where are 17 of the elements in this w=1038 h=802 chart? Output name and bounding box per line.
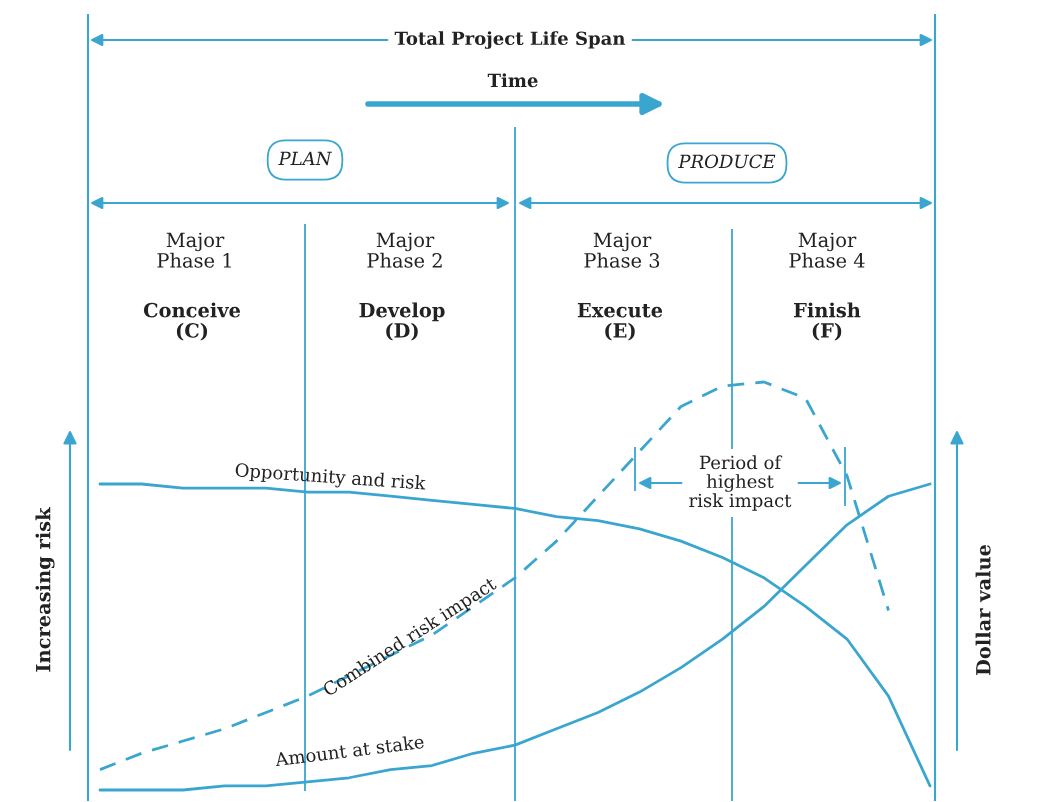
text: Execute (E) (577, 303, 663, 341)
y2-axis-title: Dollar value (975, 544, 991, 676)
annotation: Period of highest risk impact (689, 455, 792, 511)
text: Major Phase 4 (789, 232, 865, 268)
text: Amount at stake (274, 734, 425, 767)
text: Time (487, 73, 538, 88)
series-label: Opportunity and risk (235, 462, 427, 494)
text: Finish (F) (794, 302, 861, 341)
text: Develop (D) (359, 302, 445, 341)
text: Major Phase 1 (157, 232, 231, 268)
text: PRODUCE (678, 154, 776, 169)
y-axis-title: Increasing risk (35, 507, 55, 672)
text: Total Project Life Span (394, 31, 626, 49)
text: PLAN (278, 151, 333, 166)
text: Conceive (C) (143, 302, 241, 341)
text: Major Phase 2 (367, 232, 442, 268)
text: Major Phase 3 (584, 232, 660, 268)
